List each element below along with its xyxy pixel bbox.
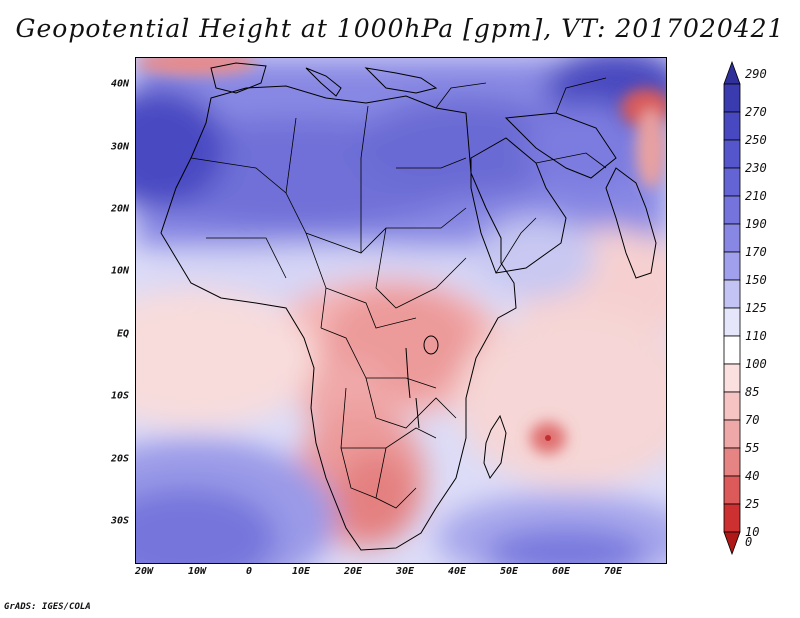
colorbar-box: [723, 391, 741, 421]
geopotential-map: [136, 58, 666, 563]
height-field-detail: [136, 58, 666, 454]
coastlines: [160, 62, 657, 551]
lat-label-10s: 10S: [110, 390, 129, 402]
colorbar-top-arrow: [723, 60, 741, 85]
grads-credit: GrADS: IGES/COLA: [4, 602, 91, 612]
lon-label-0: 0: [245, 566, 253, 577]
lon-label-50e: 50E: [499, 566, 519, 577]
country-borders: [190, 77, 607, 509]
colorbar-label: 170: [745, 245, 767, 259]
lat-label-40n: 40N: [110, 78, 129, 90]
colorbar-label: 210: [745, 189, 767, 203]
colorbar-box: [723, 279, 741, 309]
lat-label-30n: 30N: [110, 141, 129, 153]
lat-label-20n: 20N: [110, 203, 129, 215]
colorbar-label: 150: [745, 273, 767, 287]
colorbar-label: 85: [745, 385, 760, 399]
colorbar-box: [723, 223, 741, 253]
colorbar-label: 0: [745, 534, 753, 549]
colorbar-label: 290: [745, 67, 767, 82]
colorbar-box: [723, 83, 741, 113]
lat-label-20s: 20S: [110, 453, 129, 465]
colorbar-label: 270: [745, 105, 767, 119]
lat-label-eq: EQ: [116, 328, 129, 340]
lat-label-10n: 10N: [110, 265, 129, 277]
colorbar-svg: [723, 60, 741, 556]
colorbar-box: [723, 503, 741, 533]
colorbar-label: 40: [745, 469, 760, 483]
colorbar-box: [723, 335, 741, 365]
lon-label-10w: 10W: [187, 566, 207, 577]
colorbar-label: 10: [745, 525, 760, 539]
lon-label-20w: 20W: [134, 566, 154, 577]
lon-label-60e: 60E: [551, 566, 571, 577]
colorbar-box: [723, 251, 741, 281]
colorbar-label: 250: [745, 133, 767, 147]
colorbar-box: [723, 447, 741, 477]
map-plot-area[interactable]: [135, 57, 667, 564]
colorbar-label: 55: [745, 441, 760, 455]
lon-label-20e: 20E: [343, 566, 363, 577]
map-title: Geopotential Height at 1000hPa [gpm], VT…: [15, 14, 785, 43]
colorbar-label: 230: [745, 161, 767, 175]
colorbar-label: 125: [745, 301, 767, 315]
lon-label-70e: 70E: [603, 566, 623, 577]
lon-label-10e: 10E: [291, 566, 311, 577]
low-center-marker: [545, 435, 551, 441]
colorbar-box: [723, 307, 741, 337]
colorbar-label: 70: [745, 413, 760, 427]
colorbar-label: 100: [745, 357, 767, 371]
colorbar-label: 190: [745, 217, 767, 231]
lat-label-30s: 30S: [110, 515, 129, 527]
colorbar-box: [723, 111, 741, 141]
colorbar-box: [723, 475, 741, 505]
height-field: [136, 58, 666, 563]
colorbar-box: [723, 139, 741, 169]
lon-label-40e: 40E: [447, 566, 467, 577]
colorbar-box: [723, 195, 741, 225]
colorbar-label: 110: [745, 329, 767, 343]
colorbar-label: 25: [745, 497, 760, 511]
colorbar-bottom-arrow: [723, 531, 741, 556]
colorbar-box: [723, 167, 741, 197]
colorbar-box: [723, 363, 741, 393]
colorbar-box: [723, 419, 741, 449]
lon-label-30e: 30E: [395, 566, 415, 577]
